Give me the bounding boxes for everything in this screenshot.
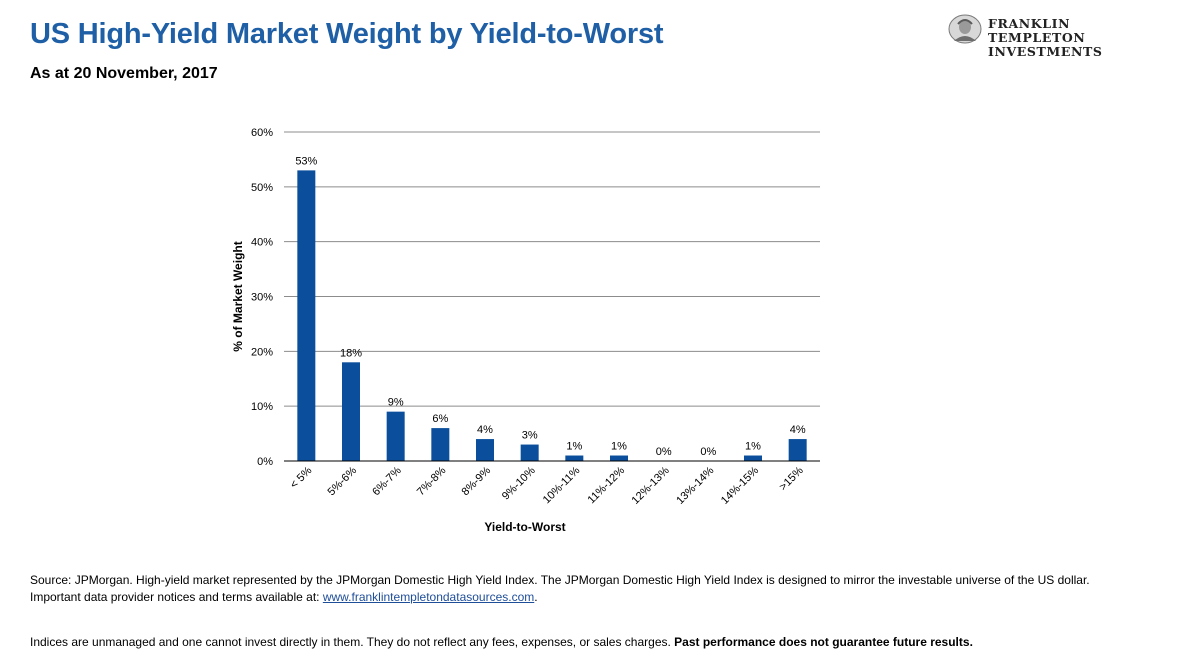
data-label: 6%: [432, 413, 448, 425]
y-axis-label: % of Market Weight: [231, 241, 245, 351]
bar-chart: 0% 10% 20% 30% 40% 50% 60% 53% 18% 9% 6% 4% 3% 1% 1% 0…: [231, 127, 820, 534]
logo-line-2: INVESTMENTS: [988, 44, 1103, 59]
bar: [386, 411, 405, 461]
source-note: Source: JPMorgan. High-yield market repr…: [30, 572, 1140, 606]
bar: [476, 439, 494, 461]
data-label: 4%: [477, 424, 493, 436]
page-subtitle: As at 20 November, 2017: [30, 65, 218, 82]
x-tick-label: 6%-7%: [370, 464, 404, 498]
y-tick-label: 60%: [251, 127, 273, 139]
bar: [520, 444, 539, 461]
data-label: 4%: [790, 424, 806, 436]
x-tick-label: >15%: [777, 464, 806, 493]
franklin-templeton-logo: FRANKLIN TEMPLETON INVESTMENTS: [948, 14, 1158, 59]
data-label: 1%: [611, 441, 627, 453]
data-label: 3%: [522, 430, 538, 442]
y-tick-label: 10%: [251, 401, 273, 413]
bar: [565, 455, 584, 461]
x-tick-label: 14%-15%: [719, 464, 761, 506]
x-tick-label: 10%-11%: [541, 464, 583, 506]
y-tick-label: 50%: [251, 182, 273, 194]
x-tick-label: 7%-8%: [415, 464, 449, 498]
disclaimer-text: Indices are unmanaged and one cannot inv…: [30, 635, 675, 649]
x-tick-label: 12%-13%: [630, 464, 672, 506]
chart-gridlines: [284, 131, 820, 407]
x-tick-label: 13%-14%: [674, 464, 716, 506]
bar: [297, 170, 316, 461]
bar: [342, 362, 360, 461]
chart-data-labels: 53% 18% 9% 6% 4% 3% 1% 1% 0% 0% 1% 4%: [295, 155, 806, 458]
chart-bars: [297, 170, 807, 461]
x-axis-tick-labels: < 5% 5%-6% 6%-7% 7%-8% 8%-9% 9%-10% 10%-11% 11%…: [288, 464, 806, 506]
y-tick-label: 40%: [251, 237, 273, 249]
data-label: 18%: [340, 347, 362, 359]
bar: [431, 428, 450, 461]
bar: [788, 439, 807, 461]
data-label: 9%: [388, 397, 404, 409]
data-sources-link[interactable]: www.franklintempletondatasources.com: [322, 590, 535, 604]
logo-line-1: FRANKLIN TEMPLETON: [988, 16, 1086, 45]
source-text: Source: JPMorgan. High-yield market repr…: [30, 573, 1090, 604]
source-end: .: [534, 590, 538, 604]
disclaimer-note: Indices are unmanaged and one cannot inv…: [30, 634, 1160, 651]
data-label: 53%: [295, 155, 317, 167]
data-label: 0%: [700, 446, 716, 458]
franklin-portrait-icon: [948, 14, 982, 44]
x-tick-label: < 5%: [288, 464, 315, 491]
data-label: 1%: [566, 441, 582, 453]
y-tick-label: 20%: [251, 346, 273, 358]
x-tick-label: 9%-10%: [500, 464, 538, 502]
x-tick-label: 5%-6%: [326, 464, 360, 498]
x-tick-label: 11%-12%: [585, 464, 627, 506]
page-title: US High-Yield Market Weight by Yield-to-…: [30, 18, 664, 50]
bar: [610, 455, 628, 461]
data-label: 1%: [745, 441, 761, 453]
x-axis-label: Yield-to-Worst: [484, 520, 565, 534]
bar: [744, 455, 762, 461]
y-axis-tick-labels: 0% 10% 20% 30% 40% 50% 60%: [251, 127, 273, 468]
data-label: 0%: [656, 446, 672, 458]
y-tick-label: 30%: [251, 292, 273, 304]
disclaimer-bold-text: Past performance does not guarantee futu…: [674, 635, 973, 649]
y-tick-label: 0%: [257, 456, 273, 468]
x-tick-label: 8%-9%: [460, 464, 494, 498]
